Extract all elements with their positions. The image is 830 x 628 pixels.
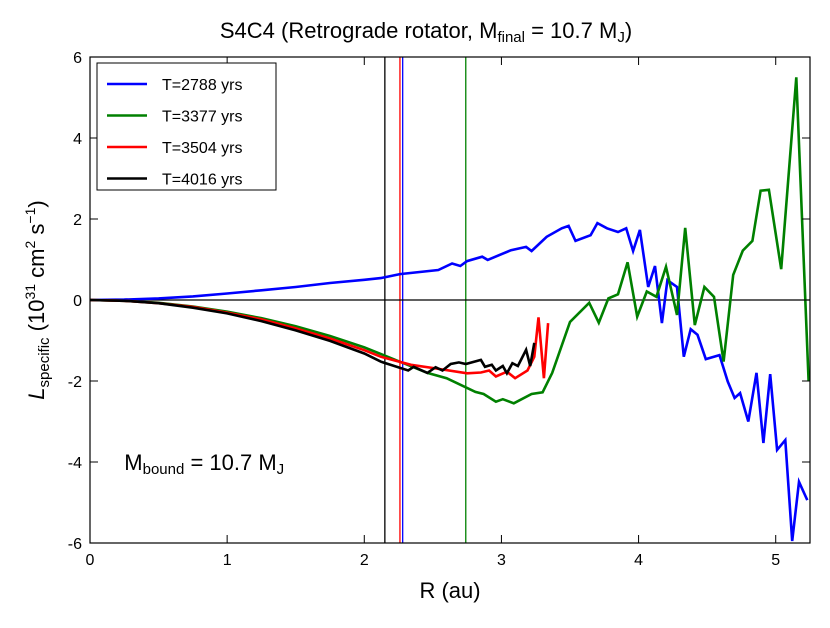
y-tick-label: 4 [73, 131, 82, 148]
x-axis-label: R (au) [419, 578, 480, 603]
y-tick-label: -2 [68, 374, 82, 391]
legend-label: T=3504 yrs [162, 140, 242, 157]
y-tick-label: -6 [68, 536, 82, 553]
x-tick-label: 1 [223, 552, 232, 569]
y-tick-label: -4 [68, 455, 82, 472]
series-line [90, 221, 809, 542]
y-axis: -6 -4 -2 0 2 4 6 [68, 50, 810, 553]
legend-label: T=2788 yrs [162, 77, 242, 94]
x-tick-label: 4 [634, 552, 643, 569]
y-tick-label: 2 [73, 212, 82, 229]
y-tick-label: 6 [73, 50, 82, 67]
y-axis-label: Lspecific (1031 cm2 s−1) [22, 200, 53, 399]
series-lines [90, 77, 810, 542]
x-tick-label: 5 [771, 552, 780, 569]
series-line [90, 298, 550, 380]
chart-title: S4C4 (Retrograde rotator, Mfinal = 10.7 … [220, 18, 632, 46]
x-tick-label: 3 [497, 552, 506, 569]
y-tick-label: 0 [73, 293, 82, 310]
series-line [90, 298, 536, 376]
x-tick-label: 0 [86, 552, 95, 569]
legend: T=2788 yrs T=3377 yrs T=3504 yrs T=4016 yrs [96, 62, 277, 191]
series-line [90, 77, 810, 405]
x-tick-label: 2 [360, 552, 369, 569]
legend-label: T=4016 yrs [162, 172, 242, 189]
bound-mass-annotation: Mbound = 10.7 MJ [124, 450, 284, 478]
legend-label: T=3377 yrs [162, 109, 242, 126]
x-axis: 0 1 2 3 4 5 [86, 57, 780, 569]
